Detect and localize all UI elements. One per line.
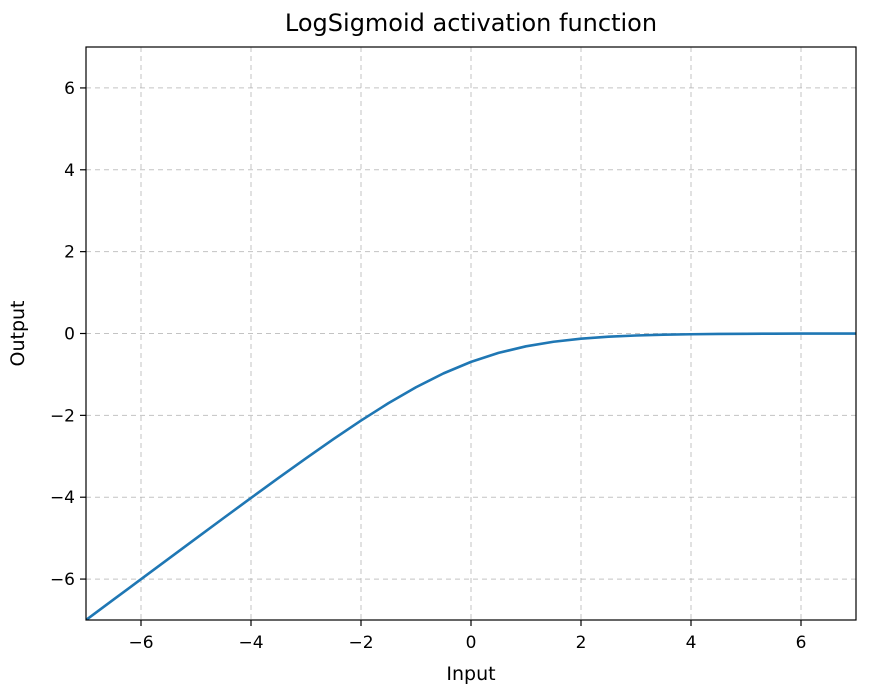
- y-tick-label: 2: [64, 243, 75, 263]
- y-tick-label: 6: [64, 79, 75, 99]
- axis-ticks: −6 −4 −2 0 2 4 6 −6 −4 −2 0 2 4 6: [50, 79, 806, 653]
- series-layer: [86, 332, 856, 620]
- y-tick-label: 4: [64, 161, 75, 181]
- x-tick-label: 4: [686, 633, 697, 653]
- x-tick-label: −2: [348, 633, 373, 653]
- y-tick-label: −2: [50, 406, 75, 426]
- x-axis-label: Input: [446, 663, 495, 685]
- chart-title: LogSigmoid activation function: [285, 9, 657, 37]
- grid: [86, 47, 856, 620]
- x-tick-label: 2: [576, 633, 587, 653]
- x-tick-label: 6: [796, 633, 807, 653]
- y-tick-label: −6: [50, 570, 75, 590]
- series-line-logsigmoid: [86, 332, 856, 620]
- y-tick-label: 0: [64, 325, 75, 345]
- y-tick-label: −4: [50, 488, 75, 508]
- y-axis-label: Output: [7, 301, 29, 367]
- x-tick-label: −4: [238, 633, 263, 653]
- x-tick-label: −6: [128, 633, 153, 653]
- x-tick-label: 0: [466, 633, 477, 653]
